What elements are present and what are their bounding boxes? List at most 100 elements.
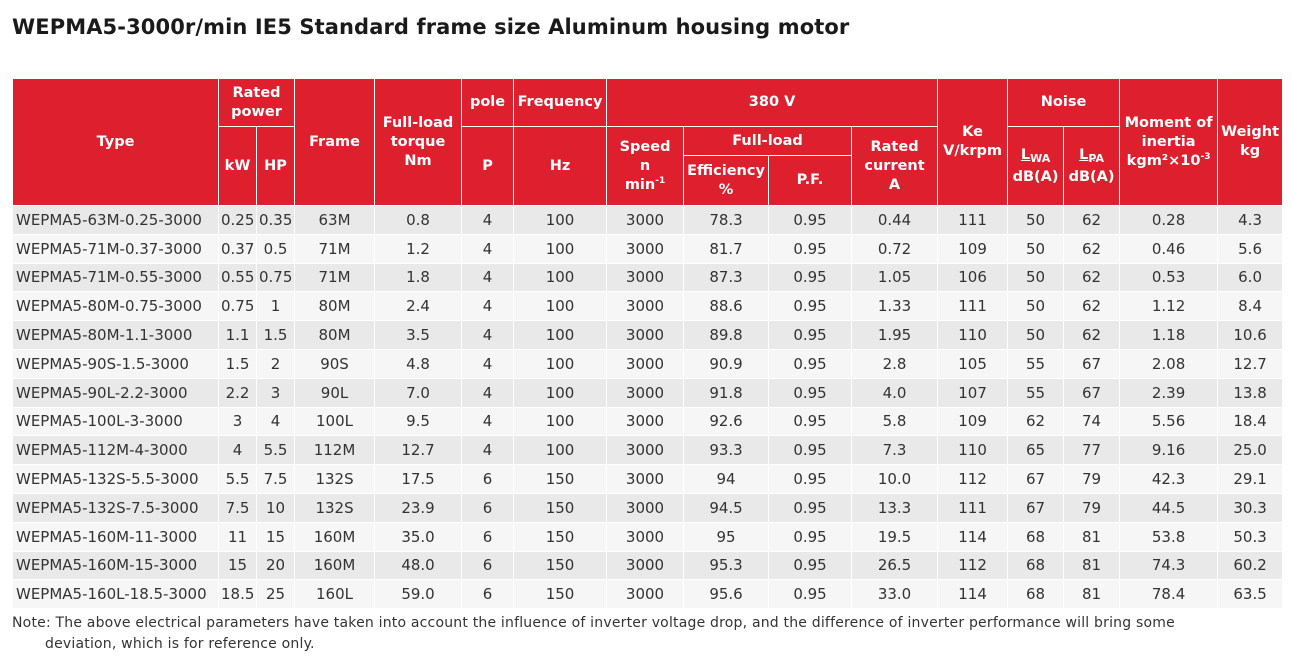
cell-pf: 0.95 (768, 435, 853, 466)
cell-frequency: 150 (513, 550, 608, 581)
cell-speed: 3000 (606, 320, 685, 350)
cell-speed: 3000 (606, 377, 685, 408)
cell-speed: 3000 (606, 406, 685, 437)
cell-speed: 3000 (606, 492, 685, 523)
table-row: WEPMA5-90S-1.5-3000 1.5 2 90S 4.8 4 100 3000 90.… (12, 348, 1284, 379)
header-inertia-line1: Moment of (1124, 114, 1213, 131)
cell-kw: 2.2 (218, 377, 257, 408)
cell-lpa: 79 (1063, 464, 1121, 494)
cell-efficiency: 92.6 (683, 406, 770, 437)
cell-type: WEPMA5-160L-18.5-3000 (12, 579, 219, 610)
cell-hp: 10 (255, 492, 296, 523)
cell-torque: 2.4 (374, 291, 463, 322)
cell-frame: 160M (294, 550, 376, 581)
cell-kw: 0.25 (218, 205, 257, 235)
cell-pole: 6 (461, 464, 515, 494)
header-weight-line2: kg (1240, 143, 1261, 159)
cell-hp: 15 (255, 521, 296, 552)
cell-type: WEPMA5-71M-0.37-3000 (12, 233, 219, 264)
cell-current: 0.72 (851, 233, 939, 264)
cell-efficiency: 90.9 (683, 348, 770, 379)
header-speed-line2: n (639, 157, 651, 174)
page-title: WEPMA5-3000r/min IE5 Standard frame size… (12, 15, 850, 39)
cell-efficiency: 94.5 (683, 492, 770, 523)
cell-speed: 3000 (606, 550, 685, 581)
cell-pf: 0.95 (768, 291, 853, 322)
table-row: WEPMA5-80M-0.75-3000 0.75 1 80M 2.4 4 100 3000 8… (12, 291, 1284, 322)
cell-ke: 107 (937, 377, 1009, 408)
cell-inertia: 0.53 (1119, 262, 1219, 293)
cell-frame: 63M (294, 205, 376, 235)
cell-pf: 0.95 (768, 492, 853, 523)
cell-pf: 0.95 (768, 205, 853, 235)
cell-frame: 160M (294, 521, 376, 552)
cell-torque: 12.7 (374, 435, 463, 466)
cell-kw: 3 (218, 406, 257, 437)
cell-ke: 106 (937, 262, 1009, 293)
cell-ke: 114 (937, 579, 1009, 610)
cell-efficiency: 91.8 (683, 377, 770, 408)
cell-torque: 59.0 (374, 579, 463, 610)
cell-lpa: 62 (1063, 291, 1121, 322)
cell-torque: 3.5 (374, 320, 463, 350)
cell-lwa: 50 (1007, 233, 1065, 264)
header-speed: Speed n min-1 (606, 126, 685, 206)
table-row: WEPMA5-63M-0.25-3000 0.25 0.35 63M 0.8 4 100 30… (12, 205, 1284, 235)
cell-weight: 50.3 (1217, 521, 1284, 552)
cell-current: 2.8 (851, 348, 939, 379)
cell-frame: 132S (294, 492, 376, 523)
cell-type: WEPMA5-100L-3-3000 (12, 406, 219, 437)
cell-lpa: 77 (1063, 435, 1121, 466)
cell-hp: 5.5 (255, 435, 296, 466)
cell-pole: 6 (461, 579, 515, 610)
cell-inertia: 78.4 (1119, 579, 1219, 610)
cell-lwa: 55 (1007, 377, 1065, 408)
header-lpa: LPA dB(A) (1063, 126, 1121, 206)
table-row: WEPMA5-90L-2.2-3000 2.2 3 90L 7.0 4 100 3000 91.… (12, 377, 1284, 408)
cell-type: WEPMA5-71M-0.55-3000 (12, 262, 219, 293)
cell-kw: 5.5 (218, 464, 257, 494)
cell-frequency: 150 (513, 464, 608, 494)
cell-inertia: 5.56 (1119, 406, 1219, 437)
cell-efficiency: 95.6 (683, 579, 770, 610)
header-efficiency-line2: % (718, 181, 734, 198)
cell-efficiency: 88.6 (683, 291, 770, 322)
cell-lpa: 62 (1063, 262, 1121, 293)
cell-kw: 11 (218, 521, 257, 552)
cell-speed: 3000 (606, 464, 685, 494)
cell-pole: 6 (461, 521, 515, 552)
header-torque-line3: Nm (404, 152, 432, 169)
cell-weight: 30.3 (1217, 492, 1284, 523)
cell-hp: 4 (255, 406, 296, 437)
cell-frequency: 100 (513, 262, 608, 293)
cell-inertia: 9.16 (1119, 435, 1219, 466)
cell-lpa: 67 (1063, 377, 1121, 408)
header-frame: Frame (294, 78, 376, 206)
header-ke-line2: V/krpm (943, 143, 1002, 159)
cell-ke: 110 (937, 320, 1009, 350)
cell-frequency: 150 (513, 521, 608, 552)
header-inertia-line3: kgm²×10 (1126, 152, 1201, 169)
cell-lwa: 50 (1007, 320, 1065, 350)
cell-lpa: 81 (1063, 550, 1121, 581)
cell-hp: 0.75 (255, 262, 296, 293)
header-type: Type (12, 78, 219, 206)
cell-current: 5.8 (851, 406, 939, 437)
cell-frame: 80M (294, 320, 376, 350)
cell-hp: 1 (255, 291, 296, 322)
header-frequency: Frequency (513, 78, 608, 127)
cell-efficiency: 87.3 (683, 262, 770, 293)
header-speed-line1: Speed (619, 138, 671, 155)
cell-weight: 63.5 (1217, 579, 1284, 610)
cell-pole: 4 (461, 233, 515, 264)
cell-efficiency: 94 (683, 464, 770, 494)
cell-kw: 18.5 (218, 579, 257, 610)
cell-current: 1.95 (851, 320, 939, 350)
cell-kw: 15 (218, 550, 257, 581)
cell-frame: 90L (294, 377, 376, 408)
cell-lpa: 79 (1063, 492, 1121, 523)
cell-weight: 6.0 (1217, 262, 1284, 293)
cell-pf: 0.95 (768, 406, 853, 437)
cell-lwa: 68 (1007, 550, 1065, 581)
cell-speed: 3000 (606, 435, 685, 466)
